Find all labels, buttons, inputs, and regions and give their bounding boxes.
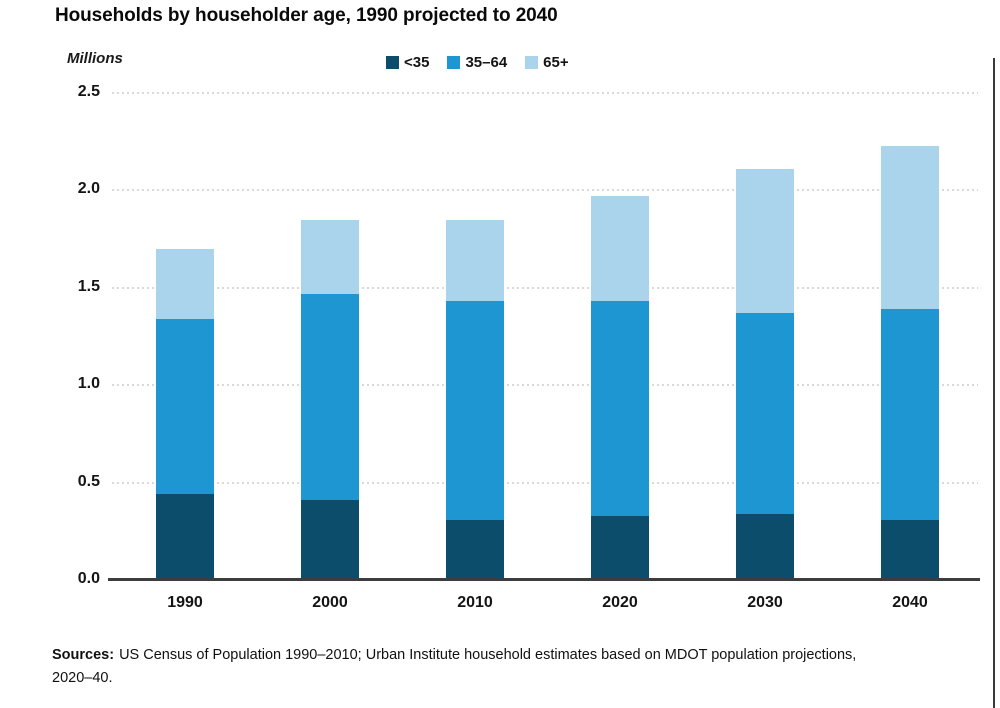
legend-label: 35–64 — [465, 54, 508, 71]
gridline — [112, 384, 978, 387]
bar-2000 — [301, 219, 359, 580]
legend: <35 35–64 65+ — [386, 54, 569, 71]
y-tick-label: 0.0 — [77, 570, 100, 587]
legend-swatch-icon — [386, 56, 399, 69]
bar-segment — [736, 513, 794, 580]
bar-segment — [591, 196, 649, 302]
bar-2040 — [881, 145, 939, 580]
bar-segment — [881, 519, 939, 580]
bar-segment — [881, 145, 939, 310]
bar-segment — [301, 219, 359, 294]
bar-segment — [446, 301, 504, 520]
bar-2030 — [736, 169, 794, 580]
bar-2010 — [446, 219, 504, 580]
bar-2020 — [591, 196, 649, 580]
bar-segment — [881, 309, 939, 520]
plot-area: 0.0 0.5 1.0 1.5 2.0 2.5 1990 2000 2010 2020 2030 20… — [78, 83, 978, 611]
y-tick-label: 1.0 — [77, 375, 100, 393]
x-tick-label: 2020 — [602, 594, 638, 611]
legend-item-3: 65+ — [525, 54, 569, 71]
x-axis-line — [108, 578, 980, 581]
x-tick-label: 2030 — [747, 594, 783, 611]
y-tick-label: 1.5 — [77, 277, 100, 295]
bar-segment — [591, 515, 649, 580]
source-label: Sources: — [52, 647, 115, 663]
screenshot-right-border — [993, 58, 995, 708]
y-tick-label: 0.5 — [77, 472, 100, 490]
y-axis-unit-label: Millions — [67, 50, 123, 67]
legend-item-2: 35–64 — [447, 54, 507, 71]
bar-segment — [446, 519, 504, 580]
chart-title: Households by householder age, 1990 proj… — [55, 5, 558, 26]
bar-segment — [301, 293, 359, 501]
legend-swatch-icon — [525, 56, 539, 69]
y-tick-label: 2.0 — [77, 180, 100, 198]
gridline — [112, 189, 978, 192]
bar-segment — [156, 248, 214, 320]
bar-segment — [736, 313, 794, 514]
bar-segment — [736, 169, 794, 314]
bar-segment — [591, 301, 649, 516]
gridline — [112, 286, 978, 289]
gridline — [112, 92, 978, 94]
y-tick-label: 2.5 — [77, 83, 100, 100]
legend-item-1: <35 — [386, 54, 429, 71]
source-text-line1: US Census of Population 1990–2010; Urban… — [119, 647, 857, 663]
bar-segment — [156, 319, 214, 495]
bar-segment — [156, 494, 214, 580]
source-text-line2: 2020–40. — [52, 670, 113, 687]
bar-segment — [301, 500, 359, 580]
x-tick-label: 2040 — [892, 594, 928, 611]
legend-label: <35 — [404, 54, 430, 71]
legend-swatch-icon — [447, 56, 461, 69]
bar-segment — [446, 219, 504, 302]
bar-1990 — [156, 248, 214, 580]
x-tick-label: 2000 — [312, 594, 348, 611]
x-tick-label: 1990 — [167, 594, 203, 611]
gridline — [112, 481, 978, 484]
source-note: Sources: US Census of Population 1990–201… — [52, 644, 954, 691]
legend-label: 65+ — [543, 54, 569, 71]
x-tick-label: 2010 — [457, 594, 493, 611]
